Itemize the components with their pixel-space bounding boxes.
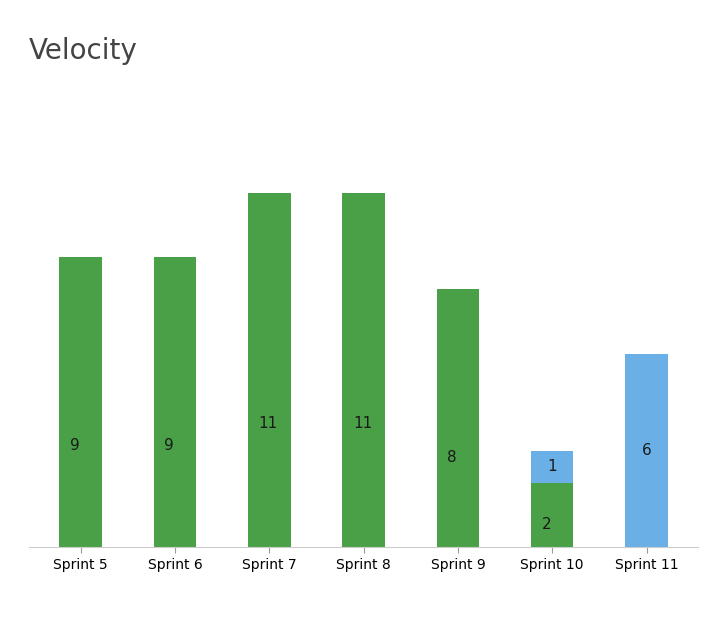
Bar: [154, 257, 196, 547]
Text: 1: 1: [547, 459, 557, 474]
Text: 2: 2: [541, 518, 552, 532]
Bar: [625, 354, 667, 547]
Text: Velocity: Velocity: [29, 37, 138, 65]
Bar: [531, 450, 573, 483]
Bar: [437, 289, 479, 547]
Text: 6: 6: [642, 443, 652, 458]
Text: 11: 11: [258, 415, 278, 430]
Text: 11: 11: [353, 415, 372, 430]
Text: 8: 8: [447, 450, 457, 465]
Bar: [248, 193, 290, 547]
Bar: [531, 483, 573, 547]
Text: 9: 9: [164, 439, 174, 453]
Bar: [60, 257, 102, 547]
Text: 9: 9: [70, 439, 80, 453]
Bar: [343, 193, 384, 547]
